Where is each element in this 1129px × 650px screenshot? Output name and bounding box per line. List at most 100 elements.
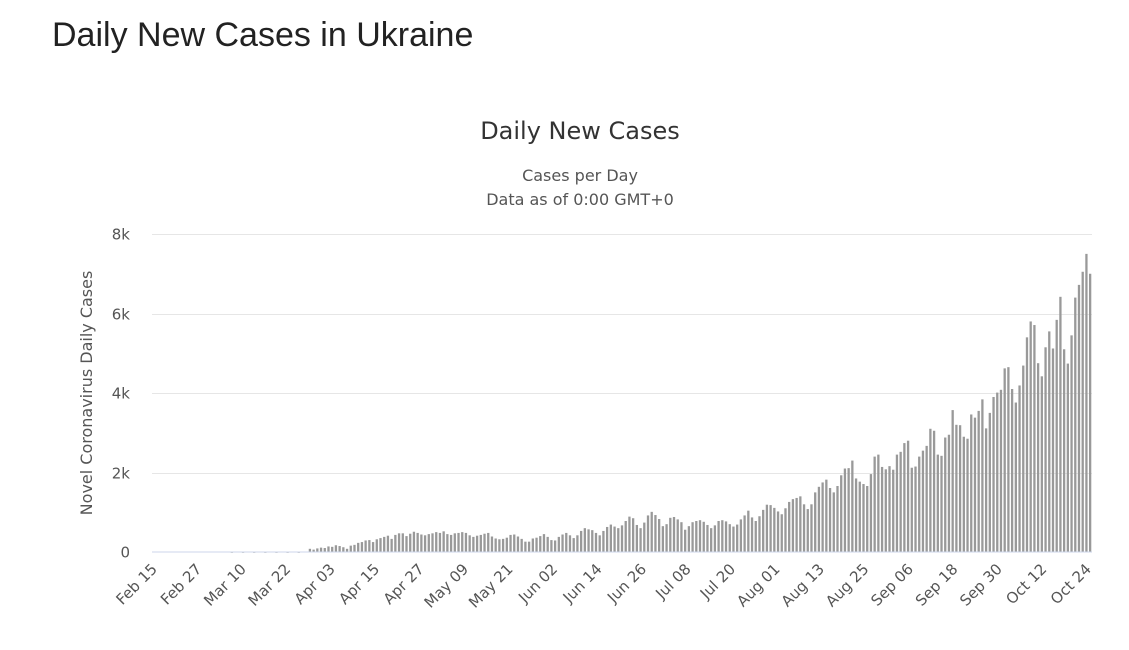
bar bbox=[1036, 363, 1040, 552]
bar bbox=[1081, 271, 1084, 552]
bar bbox=[397, 533, 401, 552]
bar bbox=[583, 528, 586, 552]
bar bbox=[658, 519, 661, 552]
bar bbox=[442, 531, 445, 552]
bar bbox=[1022, 365, 1025, 552]
gridlines bbox=[152, 234, 1092, 474]
bar bbox=[353, 544, 356, 552]
bar bbox=[869, 474, 873, 552]
bar bbox=[375, 539, 378, 552]
bar bbox=[386, 535, 390, 552]
bar bbox=[884, 469, 887, 552]
bar bbox=[646, 515, 650, 552]
bar bbox=[962, 436, 965, 552]
bar bbox=[516, 536, 520, 552]
bar bbox=[1048, 331, 1051, 552]
bar bbox=[743, 515, 746, 552]
bar bbox=[479, 534, 482, 552]
bar bbox=[1074, 297, 1077, 552]
bar bbox=[494, 538, 497, 552]
bar bbox=[836, 486, 839, 552]
bar bbox=[505, 537, 508, 552]
bar bbox=[1003, 368, 1006, 552]
bar bbox=[345, 548, 349, 552]
bar bbox=[565, 532, 568, 552]
bar bbox=[825, 479, 828, 552]
x-tick-label: Mar 10 bbox=[200, 560, 250, 610]
x-tick-label: Feb 15 bbox=[112, 560, 160, 608]
bar bbox=[527, 541, 531, 552]
bar bbox=[773, 507, 776, 552]
bar bbox=[821, 482, 824, 552]
x-tick-label: Feb 27 bbox=[157, 560, 205, 608]
bar bbox=[661, 526, 665, 552]
bar bbox=[810, 504, 813, 552]
x-tick-label: Mar 22 bbox=[245, 560, 295, 610]
bar bbox=[921, 450, 925, 552]
bar bbox=[847, 468, 850, 552]
bar bbox=[929, 428, 932, 552]
bar bbox=[643, 522, 646, 552]
bar bbox=[676, 519, 679, 552]
bar bbox=[342, 547, 345, 552]
bar bbox=[665, 524, 668, 552]
bar bbox=[509, 534, 512, 552]
bar bbox=[784, 508, 787, 552]
bar bbox=[628, 516, 631, 552]
y-axis-ticks: 0 2k 4k 6k 8k bbox=[112, 226, 131, 562]
bar bbox=[349, 545, 352, 552]
x-tick-label: May 09 bbox=[421, 560, 473, 612]
bar bbox=[895, 454, 899, 552]
bar bbox=[435, 532, 438, 553]
bar bbox=[498, 539, 501, 552]
bar bbox=[613, 526, 616, 552]
y-tick-label: 0 bbox=[120, 544, 130, 562]
bar bbox=[906, 440, 910, 552]
bar bbox=[721, 520, 724, 552]
bar bbox=[524, 541, 527, 552]
bar bbox=[602, 530, 605, 552]
bar bbox=[572, 538, 575, 552]
bar bbox=[453, 533, 456, 552]
bar bbox=[728, 524, 731, 552]
bar bbox=[308, 548, 312, 552]
bar bbox=[873, 456, 876, 552]
bar bbox=[468, 535, 471, 552]
bar bbox=[624, 521, 627, 552]
bar bbox=[717, 521, 720, 552]
bar bbox=[598, 535, 601, 552]
bar bbox=[427, 534, 430, 552]
bar bbox=[312, 549, 315, 552]
bar bbox=[866, 486, 869, 552]
bar bbox=[594, 532, 598, 552]
x-tick-label: Oct 24 bbox=[1047, 560, 1095, 608]
bar bbox=[483, 533, 486, 552]
bar bbox=[438, 532, 442, 552]
bar bbox=[546, 536, 549, 552]
bar bbox=[635, 524, 639, 552]
bar bbox=[918, 456, 921, 552]
bar bbox=[680, 522, 683, 552]
bar bbox=[464, 532, 468, 552]
bar bbox=[788, 501, 791, 552]
bar bbox=[940, 455, 943, 552]
bar bbox=[713, 525, 717, 552]
bar bbox=[576, 535, 579, 552]
bar bbox=[1085, 253, 1088, 553]
bar bbox=[970, 414, 973, 552]
bar bbox=[591, 530, 594, 552]
x-tick-label: Apr 27 bbox=[380, 560, 428, 608]
bar bbox=[409, 533, 412, 552]
bar bbox=[669, 517, 672, 552]
bar bbox=[710, 528, 713, 552]
bar bbox=[327, 546, 330, 552]
bar bbox=[672, 517, 676, 552]
bar bbox=[698, 520, 702, 552]
bar bbox=[1033, 325, 1036, 552]
bar bbox=[814, 492, 817, 553]
bar bbox=[802, 504, 806, 552]
bar bbox=[431, 533, 434, 552]
x-tick-label: Jun 14 bbox=[559, 560, 606, 607]
bar bbox=[457, 532, 460, 552]
